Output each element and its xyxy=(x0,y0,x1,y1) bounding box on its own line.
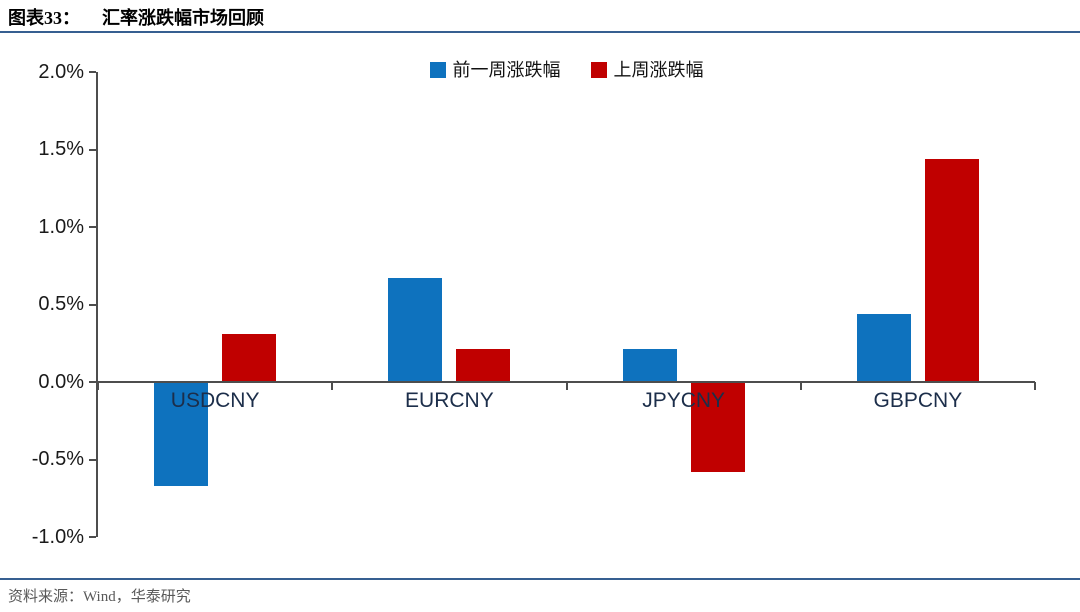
y-axis-tick xyxy=(89,381,96,383)
legend-label-last-week: 上周涨跌幅 xyxy=(613,60,704,80)
source-text: 资料来源：Wind，华泰研究 xyxy=(8,589,191,605)
figure-footer: 资料来源：Wind，华泰研究 xyxy=(0,578,1080,612)
legend-item-last-week: 上周涨跌幅 xyxy=(590,60,704,80)
y-axis-tick xyxy=(89,226,96,228)
x-axis-tick xyxy=(1034,382,1036,390)
x-axis-tick xyxy=(331,382,333,390)
bar-上周涨跌幅-GBPCNY xyxy=(924,158,979,382)
bar-上周涨跌幅-JPYCNY xyxy=(690,382,745,472)
legend-swatch-red-icon xyxy=(590,62,607,78)
legend: 前一周涨跌幅 上周涨跌幅 xyxy=(98,60,1035,80)
figure-number-label: 图表33： xyxy=(8,8,80,28)
x-axis-label-EURCNY: EURCNY xyxy=(405,389,494,412)
y-axis-tick xyxy=(89,148,96,151)
chart-canvas: 前一周涨跌幅 上周涨跌幅 2.0% 1.5% 1.0% 0.5% 0.0% -0.5% -1… xyxy=(0,35,1080,580)
y-axis-tick-label: 1.0% xyxy=(38,215,84,238)
x-axis-label-USDCNY: USDCNY xyxy=(170,389,260,412)
y-axis-tick-label: -1.0% xyxy=(31,525,84,548)
x-axis-tick xyxy=(800,382,802,390)
y-axis-tick xyxy=(89,303,96,306)
x-axis-label-GBPCNY: GBPCNY xyxy=(873,389,963,412)
x-axis-baseline xyxy=(96,381,1035,383)
figure-title-row: 图表33： 汇率涨跌幅市场回顾 xyxy=(8,4,264,30)
y-axis-tick-label: 2.0% xyxy=(38,60,84,83)
legend-swatch-blue-icon xyxy=(429,62,446,78)
y-axis-tick xyxy=(89,536,96,538)
plot-area: USDCNY EURCNY JPYCNY GBPCNY xyxy=(89,71,1036,538)
legend-label-prev-week: 前一周涨跌幅 xyxy=(452,60,561,80)
figure-header: 图表33： 汇率涨跌幅市场回顾 xyxy=(0,0,1080,33)
bar-上周涨跌幅-USDCNY xyxy=(222,333,277,382)
y-axis-tick-label: 0.0% xyxy=(38,370,84,393)
bar-前一周涨跌幅-JPYCNY xyxy=(622,349,677,382)
x-axis-label-JPYCNY: JPYCNY xyxy=(642,389,726,412)
x-axis-tick xyxy=(566,382,568,390)
y-axis-tick xyxy=(89,458,96,461)
y-axis-tick-label: 0.5% xyxy=(38,293,84,315)
y-axis-tick xyxy=(89,71,96,73)
bar-前一周涨跌幅-GBPCNY xyxy=(856,313,911,382)
x-axis-tick xyxy=(97,382,99,390)
y-axis-tick-label: 1.5% xyxy=(38,138,84,160)
bar-上周涨跌幅-EURCNY xyxy=(456,349,511,382)
bar-前一周涨跌幅-EURCNY xyxy=(388,278,443,382)
y-axis-tick-label: -0.5% xyxy=(31,448,84,470)
figure-title: 汇率涨跌幅市场回顾 xyxy=(102,8,264,28)
bar-前一周涨跌幅-USDCNY xyxy=(154,382,209,486)
legend-item-prev-week: 前一周涨跌幅 xyxy=(429,60,561,80)
y-axis-line xyxy=(96,72,98,537)
